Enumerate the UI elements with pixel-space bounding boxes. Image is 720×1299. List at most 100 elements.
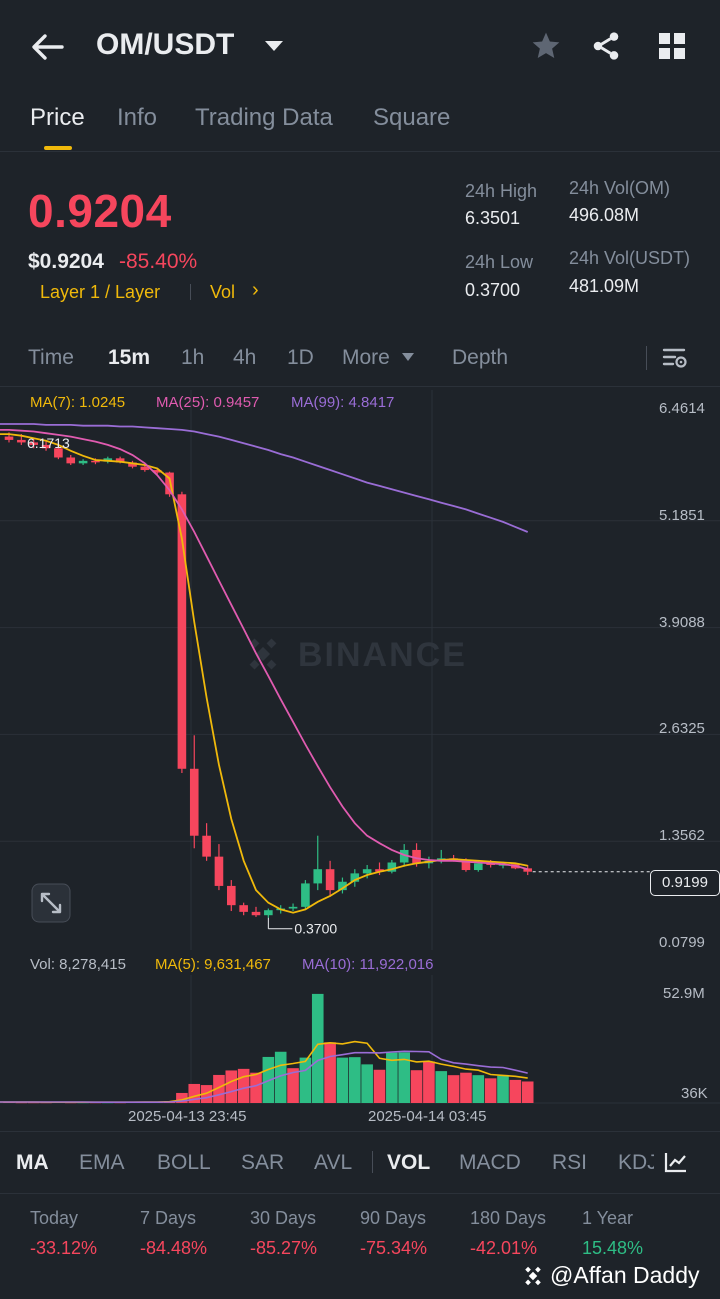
candlestick-chart[interactable]: BINANCE 6.1713 0.3700 bbox=[0, 390, 720, 960]
volume-bar bbox=[200, 1085, 213, 1103]
divider bbox=[0, 151, 720, 152]
candle-up bbox=[313, 869, 323, 884]
indicator-avl[interactable]: AVL bbox=[314, 1151, 353, 1174]
time-label-2: 2025-04-14 03:45 bbox=[368, 1108, 487, 1125]
watermark-text: BINANCE bbox=[298, 636, 467, 674]
indicator-rsi[interactable]: RSI bbox=[552, 1151, 588, 1174]
vol-legend: Vol: 8,278,415 bbox=[30, 956, 126, 973]
perf-label: 90 Days bbox=[360, 1208, 427, 1228]
ma7-legend: MA(7): 1.0245 bbox=[30, 394, 126, 411]
candle-up bbox=[78, 460, 88, 464]
candle-down bbox=[128, 462, 137, 467]
chevron-right-icon: › bbox=[252, 279, 259, 301]
grid-icon[interactable] bbox=[658, 32, 686, 60]
back-arrow-icon[interactable] bbox=[30, 32, 64, 62]
volume-bar bbox=[311, 993, 324, 1103]
candle-down bbox=[412, 849, 421, 864]
interval-4h[interactable]: 4h bbox=[233, 346, 257, 369]
candle-up bbox=[301, 883, 310, 907]
high-price-marker: 6.1713 bbox=[27, 435, 70, 451]
vol-ma10-legend: MA(10): 11,922,016 bbox=[302, 956, 434, 973]
volume-bar bbox=[250, 1072, 262, 1103]
perf-value: -75.34% bbox=[360, 1238, 428, 1258]
candle-down bbox=[251, 911, 261, 916]
perf-label: 180 Days bbox=[470, 1208, 547, 1228]
interval-more[interactable]: More bbox=[342, 346, 390, 369]
tab-price[interactable]: Price bbox=[30, 104, 85, 131]
indicator-sar[interactable]: SAR bbox=[241, 1151, 285, 1174]
divider bbox=[0, 1193, 720, 1194]
volume-bar bbox=[237, 1068, 250, 1103]
interval-1d[interactable]: 1D bbox=[287, 346, 314, 369]
volume-bar bbox=[336, 1057, 349, 1103]
candle-down bbox=[152, 470, 162, 473]
star-icon[interactable] bbox=[530, 30, 562, 62]
vol-tag[interactable]: Vol bbox=[210, 282, 236, 302]
candle-down bbox=[165, 472, 174, 495]
price-change-percent: -85.40% bbox=[119, 250, 198, 273]
volume-bar bbox=[460, 1072, 472, 1103]
low-label: 24h Low bbox=[465, 252, 534, 272]
volume-bar bbox=[435, 1071, 448, 1103]
indicator-ma[interactable]: MA bbox=[16, 1151, 49, 1174]
active-tab-indicator bbox=[44, 146, 72, 150]
volume-bar bbox=[386, 1052, 398, 1103]
interval-1h[interactable]: 1h bbox=[181, 346, 205, 369]
indicator-kdj[interactable]: KDJ bbox=[618, 1151, 654, 1174]
binance-logo-icon bbox=[525, 1266, 541, 1286]
ma99-line bbox=[0, 423, 529, 533]
volume-bar bbox=[287, 1068, 299, 1103]
chart-settings-icon[interactable] bbox=[662, 346, 688, 370]
indicator-settings-icon[interactable] bbox=[664, 1151, 688, 1173]
perf-value: -33.12% bbox=[30, 1238, 98, 1258]
perf-value: -84.48% bbox=[140, 1238, 208, 1258]
pair-title[interactable]: OM/USDT bbox=[96, 28, 235, 61]
interval-time[interactable]: Time bbox=[28, 346, 74, 369]
depth-tab[interactable]: Depth bbox=[452, 346, 509, 369]
volume-bar bbox=[213, 1074, 225, 1103]
candle-down bbox=[41, 444, 51, 449]
tab-info[interactable]: Info bbox=[117, 104, 158, 131]
caret-down-icon[interactable] bbox=[263, 39, 285, 53]
volume-bar bbox=[484, 1078, 497, 1103]
volume-bar bbox=[472, 1075, 485, 1103]
indicator-divider bbox=[372, 1151, 373, 1173]
divider bbox=[0, 386, 720, 387]
volume-bar bbox=[188, 1083, 201, 1103]
vol-ma5-legend: MA(5): 9,631,467 bbox=[155, 956, 271, 973]
perf-label: 30 Days bbox=[250, 1208, 317, 1228]
candle-down bbox=[523, 868, 532, 872]
candle-down bbox=[189, 768, 199, 836]
indicator-boll[interactable]: BOLL bbox=[157, 1151, 211, 1174]
share-icon[interactable] bbox=[590, 30, 622, 62]
candle-up bbox=[474, 863, 483, 871]
candle-down bbox=[54, 448, 63, 458]
indicator-vol[interactable]: VOL bbox=[387, 1151, 431, 1174]
candle-down bbox=[202, 835, 211, 857]
vol-base-label: 24h Vol(OM) bbox=[569, 178, 671, 198]
volume-bar bbox=[521, 1081, 534, 1103]
candle-down bbox=[17, 439, 26, 443]
category-tag[interactable]: Layer 1 / Layer bbox=[40, 282, 161, 302]
candle-down bbox=[239, 905, 248, 912]
candle-down bbox=[29, 442, 38, 445]
more-caret-icon bbox=[402, 353, 414, 361]
indicator-ema[interactable]: EMA bbox=[79, 1151, 125, 1174]
vol-base-value: 496.08M bbox=[569, 205, 640, 225]
volume-bar bbox=[324, 1042, 336, 1103]
candle-up bbox=[362, 869, 372, 874]
ma99-legend: MA(99): 4.8417 bbox=[291, 394, 395, 411]
volume-chart[interactable] bbox=[0, 975, 720, 1125]
tab-square[interactable]: Square bbox=[373, 104, 451, 131]
expand-icon[interactable] bbox=[31, 883, 71, 923]
tab-trading-data[interactable]: Trading Data bbox=[195, 104, 333, 131]
price-axis-label: 1.3562 bbox=[659, 827, 705, 845]
interval-15m[interactable]: 15m bbox=[108, 346, 151, 369]
perf-value: -42.01% bbox=[470, 1238, 538, 1258]
indicator-macd[interactable]: MACD bbox=[459, 1151, 521, 1174]
candle-down bbox=[375, 869, 384, 872]
price-axis-label: 3.9088 bbox=[659, 613, 705, 631]
volume-bar bbox=[373, 1069, 386, 1103]
volume-bar bbox=[349, 1057, 361, 1103]
candle-up bbox=[399, 849, 409, 863]
